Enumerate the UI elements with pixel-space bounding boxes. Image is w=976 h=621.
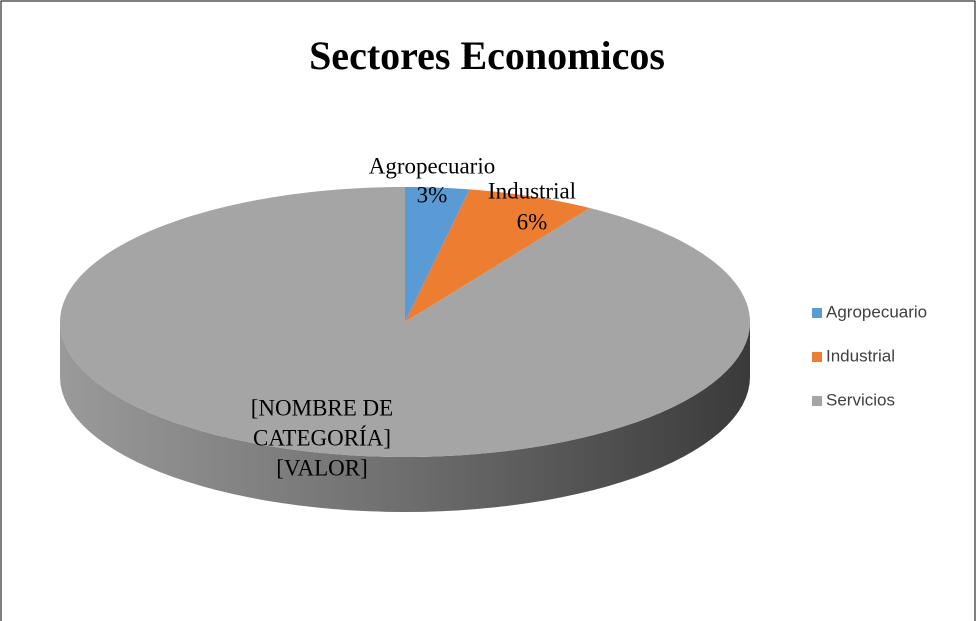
legend-swatch [812,352,822,362]
data-label-value: 3% [417,182,448,207]
legend-label: Agropecuario [826,302,927,321]
legend-swatch [812,396,822,406]
pie-slice [405,187,470,322]
data-label-value: 6% [517,209,548,234]
pie-slice [60,187,750,457]
legend-swatch [812,308,822,318]
chart-title: Sectores Economicos [309,33,665,78]
data-label-placeholder: [NOMBRE DE [251,395,393,420]
data-label-name: Industrial [488,178,576,203]
data-label-name: Agropecuario [369,153,495,178]
legend-label: Industrial [826,346,895,365]
data-label-placeholder: CATEGORÍA] [253,425,391,450]
legend-label: Servicios [826,390,895,409]
pie-side [60,322,750,512]
pie-slice [405,189,590,322]
data-label-placeholder: [VALOR] [276,455,368,480]
